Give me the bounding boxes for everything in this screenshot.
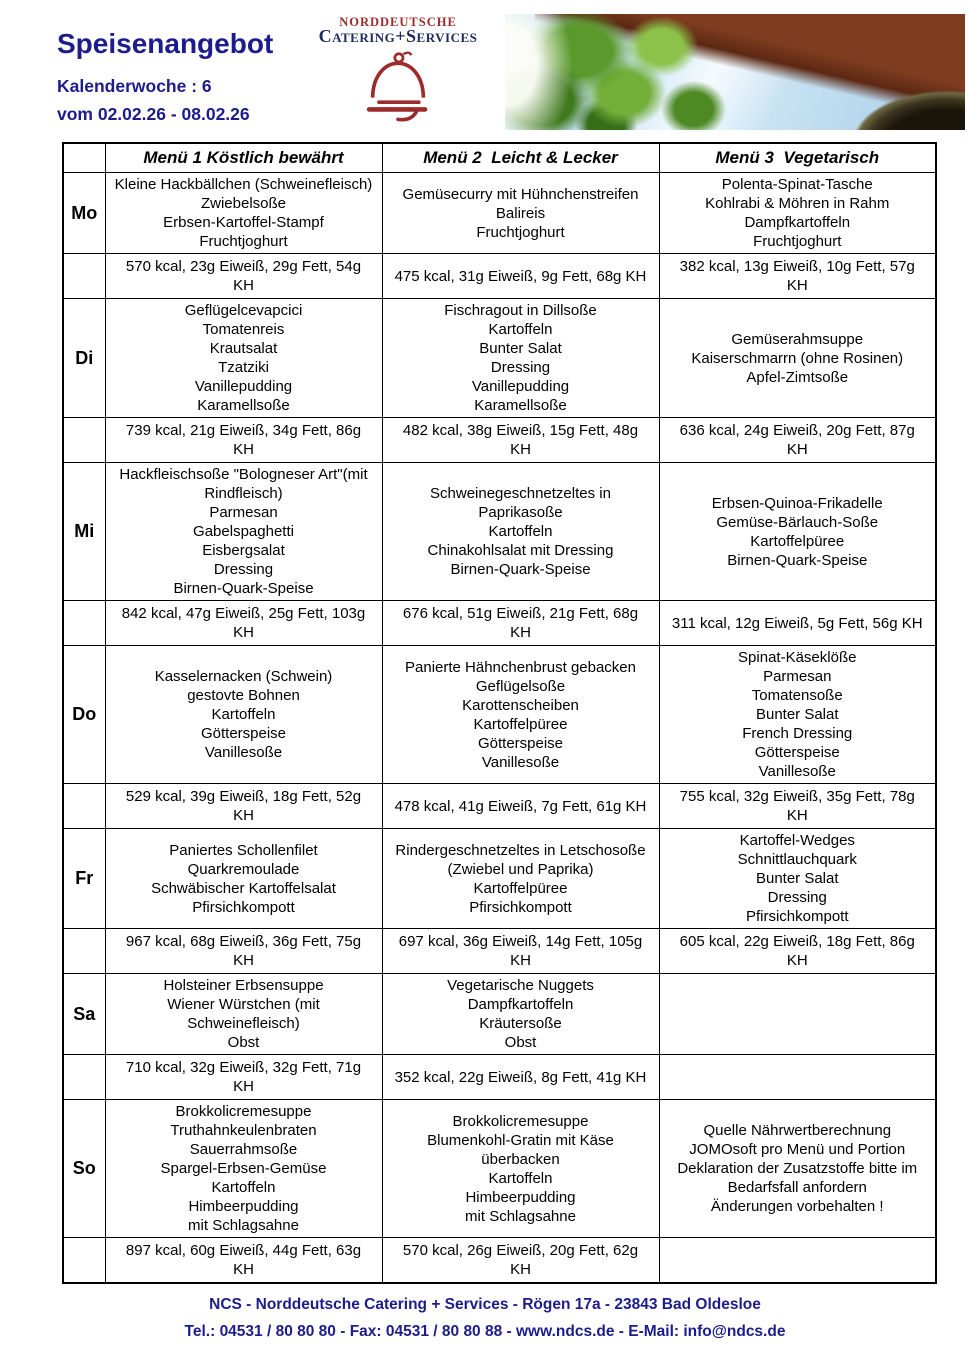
menu-row-fr: Fr Paniertes Schollenfilet Quarkremoulad…	[62, 828, 937, 929]
nutrition-cell: 697 kcal, 36g Eiweiß, 14g Fett, 105g KH	[381, 928, 660, 974]
page-title: Speisenangebot	[57, 28, 274, 59]
menu-cell: Geflügelcevapcici Tomatenreis Krautsalat…	[104, 298, 383, 418]
nutrition-cell: 311 kcal, 12g Eiweiß, 5g Fett, 56g KH	[658, 600, 937, 646]
nutrition-cell: 482 kcal, 38g Eiweiß, 15g Fett, 48g KH	[381, 417, 660, 463]
menu-cell: Brokkolicremesuppe Blumenkohl-Gratin mit…	[381, 1099, 660, 1238]
menu-cell: Kleine Hackbällchen (Schweinefleisch) Zw…	[104, 172, 383, 254]
menu-cell: Schweinegeschnetzeltes in Paprikasoße Ka…	[381, 462, 660, 601]
footer-contact: Tel.: 04531 / 80 80 80 - Fax: 04531 / 80…	[184, 1323, 786, 1340]
nutrition-cell: 710 kcal, 32g Eiweiß, 32g Fett, 71g KH	[104, 1054, 383, 1100]
menu-row-do: Do Kasselernacken (Schwein) gestovte Boh…	[62, 645, 937, 784]
menu-cell: Hackfleischsoße "Bologneser Art"(mit Rin…	[104, 462, 383, 601]
nutrition-cell	[658, 1054, 937, 1100]
menu1-header: Menü 1 Köstlich bewährt	[104, 142, 383, 173]
page-header: Speisenangebot Kalenderwoche : 6 vom 02.…	[0, 0, 970, 138]
menu-cell: Spinat-Käseklöße Parmesan Tomatensoße Bu…	[658, 645, 937, 784]
menu2-header: Menü 2 Leicht & Lecker	[381, 142, 660, 173]
day-label-do: Do	[62, 645, 106, 784]
date-range: vom 02.02.26 - 08.02.26	[57, 104, 250, 124]
empty-cell	[62, 600, 106, 646]
day-label-so: So	[62, 1099, 106, 1238]
nutrition-cell: 570 kcal, 26g Eiweiß, 20g Fett, 62g KH	[381, 1237, 660, 1284]
menu-cell: Gemüsecurry mit Hühnchenstreifen Balirei…	[381, 172, 660, 254]
logo-text-top: NORDDEUTSCHE	[339, 15, 457, 29]
nutrition-row-mo: 570 kcal, 23g Eiweiß, 29g Fett, 54g KH 4…	[62, 253, 937, 299]
empty-cell	[62, 1054, 106, 1100]
nutrition-cell: 382 kcal, 13g Eiweiß, 10g Fett, 57g KH	[658, 253, 937, 299]
nutrition-cell: 636 kcal, 24g Eiweiß, 20g Fett, 87g KH	[658, 417, 937, 463]
menu-cell: Fischragout in Dillsoße Kartoffeln Bunte…	[381, 298, 660, 418]
menu-cell: Kartoffel-Wedges Schnittlauchquark Bunte…	[658, 828, 937, 929]
day-label-di: Di	[62, 298, 106, 418]
menu-row-mo: Mo Kleine Hackbällchen (Schweinefleisch)…	[62, 172, 937, 254]
nutrition-cell: 755 kcal, 32g Eiweiß, 35g Fett, 78g KH	[658, 783, 937, 829]
nutrition-cell: 352 kcal, 22g Eiweiß, 8g Fett, 41g KH	[381, 1054, 660, 1100]
page-footer: NCS - Norddeutsche Catering + Services -…	[0, 1291, 970, 1345]
menu-row-sa: Sa Holsteiner Erbsensuppe Wiener Würstch…	[62, 973, 937, 1055]
day-label-mi: Mi	[62, 462, 106, 601]
empty-cell	[62, 1237, 106, 1284]
menu-cell: Kasselernacken (Schwein) gestovte Bohnen…	[104, 645, 383, 784]
info-cell: Quelle Nährwertberechnung JOMOsoft pro M…	[658, 1099, 937, 1238]
calendar-week: Kalenderwoche : 6	[57, 76, 212, 96]
nutrition-cell	[658, 1237, 937, 1284]
nutrition-cell: 897 kcal, 60g Eiweiß, 44g Fett, 63g KH	[104, 1237, 383, 1284]
nutrition-cell: 478 kcal, 41g Eiweiß, 7g Fett, 61g KH	[381, 783, 660, 829]
menu-cell: Panierte Hähnchenbrust gebacken Geflügel…	[381, 645, 660, 784]
empty-cell	[62, 253, 106, 299]
nutrition-cell: 842 kcal, 47g Eiweiß, 25g Fett, 103g KH	[104, 600, 383, 646]
nutrition-row-sa: 710 kcal, 32g Eiweiß, 32g Fett, 71g KH 3…	[62, 1054, 937, 1100]
menu-row-di: Di Geflügelcevapcici Tomatenreis Krautsa…	[62, 298, 937, 418]
empty-cell	[62, 783, 106, 829]
menu-cell: Vegetarische Nuggets Dampfkartoffeln Krä…	[381, 973, 660, 1055]
nutrition-row-di: 739 kcal, 21g Eiweiß, 34g Fett, 86g KH 4…	[62, 417, 937, 463]
title-block: Speisenangebot Kalenderwoche : 6 vom 02.…	[57, 28, 273, 128]
nutrition-cell: 739 kcal, 21g Eiweiß, 34g Fett, 86g KH	[104, 417, 383, 463]
table-header-row: Menü 1 Köstlich bewährt Menü 2 Leicht & …	[62, 142, 937, 173]
menu3-header: Menü 3 Vegetarisch	[658, 142, 937, 173]
empty-cell	[62, 928, 106, 974]
cloche-icon	[303, 47, 493, 128]
menu-cell: Gemüserahmsuppe Kaiserschmarrn (ohne Ros…	[658, 298, 937, 418]
menu-cell: Rindergeschnetzeltes in Letschosoße (Zwi…	[381, 828, 660, 929]
nutrition-row-so: 897 kcal, 60g Eiweiß, 44g Fett, 63g KH 5…	[62, 1237, 937, 1284]
day-label-mo: Mo	[62, 172, 106, 254]
menu-row-so: So Brokkolicremesuppe Truthahnkeulenbrat…	[62, 1099, 937, 1238]
nutrition-cell: 605 kcal, 22g Eiweiß, 18g Fett, 86g KH	[658, 928, 937, 974]
empty-header-cell	[62, 142, 106, 173]
day-label-fr: Fr	[62, 828, 106, 929]
nutrition-cell: 967 kcal, 68g Eiweiß, 36g Fett, 75g KH	[104, 928, 383, 974]
empty-cell	[62, 417, 106, 463]
nutrition-cell: 475 kcal, 31g Eiweiß, 9g Fett, 68g KH	[381, 253, 660, 299]
footer-address: NCS - Norddeutsche Catering + Services -…	[209, 1296, 761, 1313]
menu-cell: Holsteiner Erbsensuppe Wiener Würstchen …	[104, 973, 383, 1055]
menu-cell: Paniertes Schollenfilet Quarkremoulade S…	[104, 828, 383, 929]
banner-image	[505, 14, 965, 130]
nutrition-cell: 676 kcal, 51g Eiweiß, 21g Fett, 68g KH	[381, 600, 660, 646]
nutrition-row-do: 529 kcal, 39g Eiweiß, 18g Fett, 52g KH 4…	[62, 783, 937, 829]
nutrition-row-mi: 842 kcal, 47g Eiweiß, 25g Fett, 103g KH …	[62, 600, 937, 646]
logo-text-bottom: Catering+Services	[318, 26, 478, 46]
company-logo: NORDDEUTSCHE Catering+Services	[303, 16, 493, 128]
menu-cell	[658, 973, 937, 1055]
weekly-menu-table: Menü 1 Köstlich bewährt Menü 2 Leicht & …	[62, 142, 937, 1284]
nutrition-cell: 529 kcal, 39g Eiweiß, 18g Fett, 52g KH	[104, 783, 383, 829]
nutrition-cell: 570 kcal, 23g Eiweiß, 29g Fett, 54g KH	[104, 253, 383, 299]
menu-cell: Brokkolicremesuppe Truthahnkeulenbraten …	[104, 1099, 383, 1238]
day-label-sa: Sa	[62, 973, 106, 1055]
menu-row-mi: Mi Hackfleischsoße "Bologneser Art"(mit …	[62, 462, 937, 601]
menu-cell: Erbsen-Quinoa-Frikadelle Gemüse-Bärlauch…	[658, 462, 937, 601]
menu-cell: Polenta-Spinat-Tasche Kohlrabi & Möhren …	[658, 172, 937, 254]
nutrition-row-fr: 967 kcal, 68g Eiweiß, 36g Fett, 75g KH 6…	[62, 928, 937, 974]
